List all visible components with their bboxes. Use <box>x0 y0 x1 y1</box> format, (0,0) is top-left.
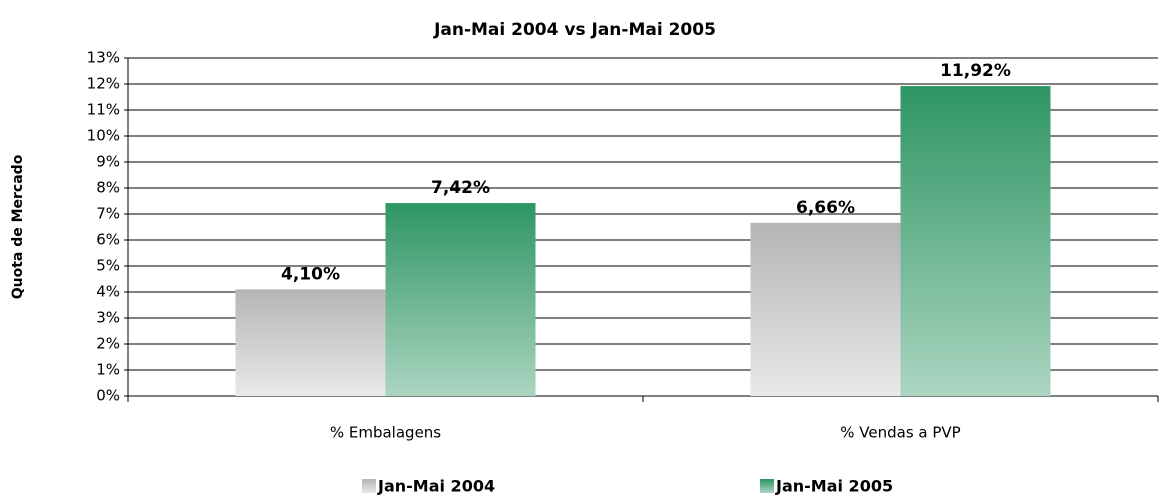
y-tick-label: 2% <box>96 335 120 353</box>
value-label: 4,10% <box>281 264 340 284</box>
y-tick-label: 5% <box>96 257 120 275</box>
bar <box>750 222 901 396</box>
legend-label: Jan-Mai 2004 <box>377 477 495 496</box>
chart-title: Jan-Mai 2004 vs Jan-Mai 2005 <box>433 20 716 40</box>
y-tick-label: 0% <box>96 387 120 405</box>
x-tick-label: % Vendas a PVP <box>840 424 960 442</box>
x-tick-label: % Embalagens <box>330 424 441 442</box>
legend-swatch <box>362 479 376 493</box>
y-axis-title: Quota de Mercado <box>10 154 26 299</box>
y-tick-label: 11% <box>87 101 120 119</box>
value-label: 6,66% <box>796 198 855 218</box>
value-label: 7,42% <box>431 178 490 198</box>
legend-label: Jan-Mai 2005 <box>775 477 893 496</box>
legend-swatch <box>760 479 774 493</box>
y-tick-label: 4% <box>96 283 120 301</box>
y-tick-label: 13% <box>87 49 120 67</box>
y-tick-label: 1% <box>96 361 120 379</box>
y-tick-label: 6% <box>96 231 120 249</box>
bar <box>385 203 536 396</box>
y-tick-label: 8% <box>96 179 120 197</box>
y-tick-label: 3% <box>96 309 120 327</box>
y-tick-label: 7% <box>96 205 120 223</box>
bar <box>900 86 1051 396</box>
y-tick-label: 9% <box>96 153 120 171</box>
value-label: 11,92% <box>940 61 1011 81</box>
bar <box>235 289 386 396</box>
y-tick-label: 10% <box>87 127 120 145</box>
y-tick-label: 12% <box>87 75 120 93</box>
